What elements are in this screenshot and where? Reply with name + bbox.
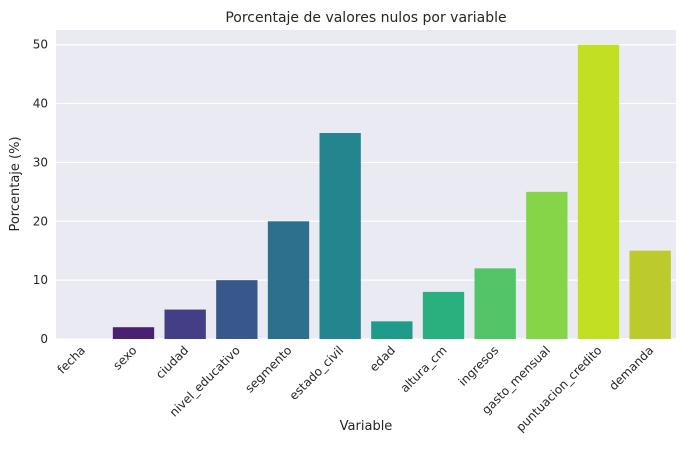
bars: [112, 44, 671, 339]
bar-demanda: [629, 250, 671, 339]
bar-segmento: [267, 221, 310, 339]
x-tick-label: segmento: [242, 343, 294, 395]
x-tick-label: puntuacion_credito: [513, 343, 604, 434]
y-tick-labels: 0 10 20 30 40 50: [33, 38, 48, 346]
chart-title: Porcentaje de valores nulos por variable: [225, 10, 506, 26]
y-tick-label: 30: [33, 155, 48, 169]
y-tick-label: 40: [33, 97, 48, 111]
x-tick-label: estado_civil: [287, 343, 347, 403]
bar-puntuacion-credito: [577, 44, 620, 339]
y-tick-label: 10: [33, 273, 48, 287]
y-tick-label: 50: [33, 38, 48, 52]
x-tick-label: ciudad: [153, 343, 191, 381]
y-axis-label: Porcentaje (%): [8, 136, 23, 231]
bar-nivel-educativo: [216, 280, 258, 339]
bar-sexo: [112, 327, 155, 339]
bar-ingresos: [474, 268, 516, 339]
x-tick-label: edad: [367, 343, 398, 374]
x-tick-label: altura_cm: [398, 343, 450, 395]
bar-edad: [371, 321, 413, 339]
x-tick-label: ingresos: [456, 343, 502, 389]
x-tick-label: sexo: [110, 343, 139, 372]
x-axis-label: Variable: [340, 419, 393, 434]
x-tick-label: demanda: [606, 343, 656, 393]
y-tick-label: 20: [33, 214, 48, 228]
plot-background: [56, 30, 676, 339]
bar-gasto-mensual: [526, 191, 568, 339]
y-tick-label: 0: [40, 332, 48, 346]
bar-estado-civil: [319, 133, 361, 339]
bar-altura-cm: [422, 291, 465, 339]
x-tick-label: fecha: [55, 343, 88, 376]
grid-lines: [56, 44, 676, 340]
bar-ciudad: [164, 309, 206, 339]
